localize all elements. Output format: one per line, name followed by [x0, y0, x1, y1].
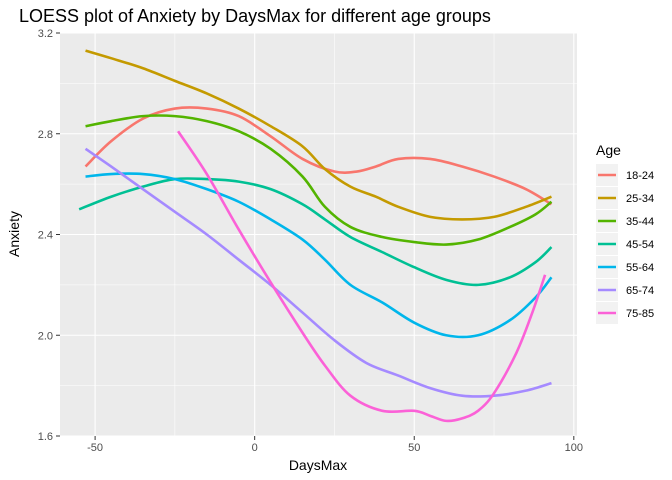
legend: Age 18-24 25-34 35-44 45-54 55-64 65-74 75-85 [596, 142, 654, 324]
legend-label: 55-64 [626, 262, 654, 274]
y-tick-label: 2.4 [38, 230, 53, 242]
series-line-55-64 [85, 172, 553, 339]
x-tick-label: 100 [565, 442, 583, 454]
chart-title: LOESS plot of Anxiety by DaysMax for dif… [19, 6, 491, 26]
legend-label: 45-54 [626, 239, 654, 251]
series-line-25-34 [85, 49, 552, 221]
x-tick-label: 50 [408, 442, 420, 454]
series-line-65-74 [84, 147, 552, 398]
series-line-45-54 [78, 177, 553, 287]
x-tick-label: -50 [87, 442, 103, 454]
legend-label: 18-24 [626, 170, 654, 182]
series-line-75-85 [177, 130, 547, 423]
y-tick-label: 2.8 [38, 129, 53, 141]
legend-label: 75-85 [626, 308, 654, 320]
series-lines [78, 49, 553, 423]
series-line-18-24 [84, 106, 553, 206]
legend-label: 65-74 [626, 285, 654, 297]
y-tick-label: 3.2 [38, 28, 53, 40]
legend-label: 35-44 [626, 216, 654, 228]
series-line-35-44 [85, 114, 553, 246]
legend-title: Age [596, 142, 621, 158]
x-tick-label: 0 [252, 442, 258, 454]
y-tick-label: 1.6 [38, 431, 53, 443]
y-axis-title: Anxiety [6, 211, 22, 257]
y-tick-label: 2.0 [38, 330, 53, 342]
x-axis-title: DaysMax [289, 457, 347, 473]
axis-ticks: -50 0 50 100 1.6 2.0 2.4 2.8 3.2 [38, 28, 583, 454]
legend-label: 25-34 [626, 193, 654, 205]
grid [60, 32, 577, 437]
